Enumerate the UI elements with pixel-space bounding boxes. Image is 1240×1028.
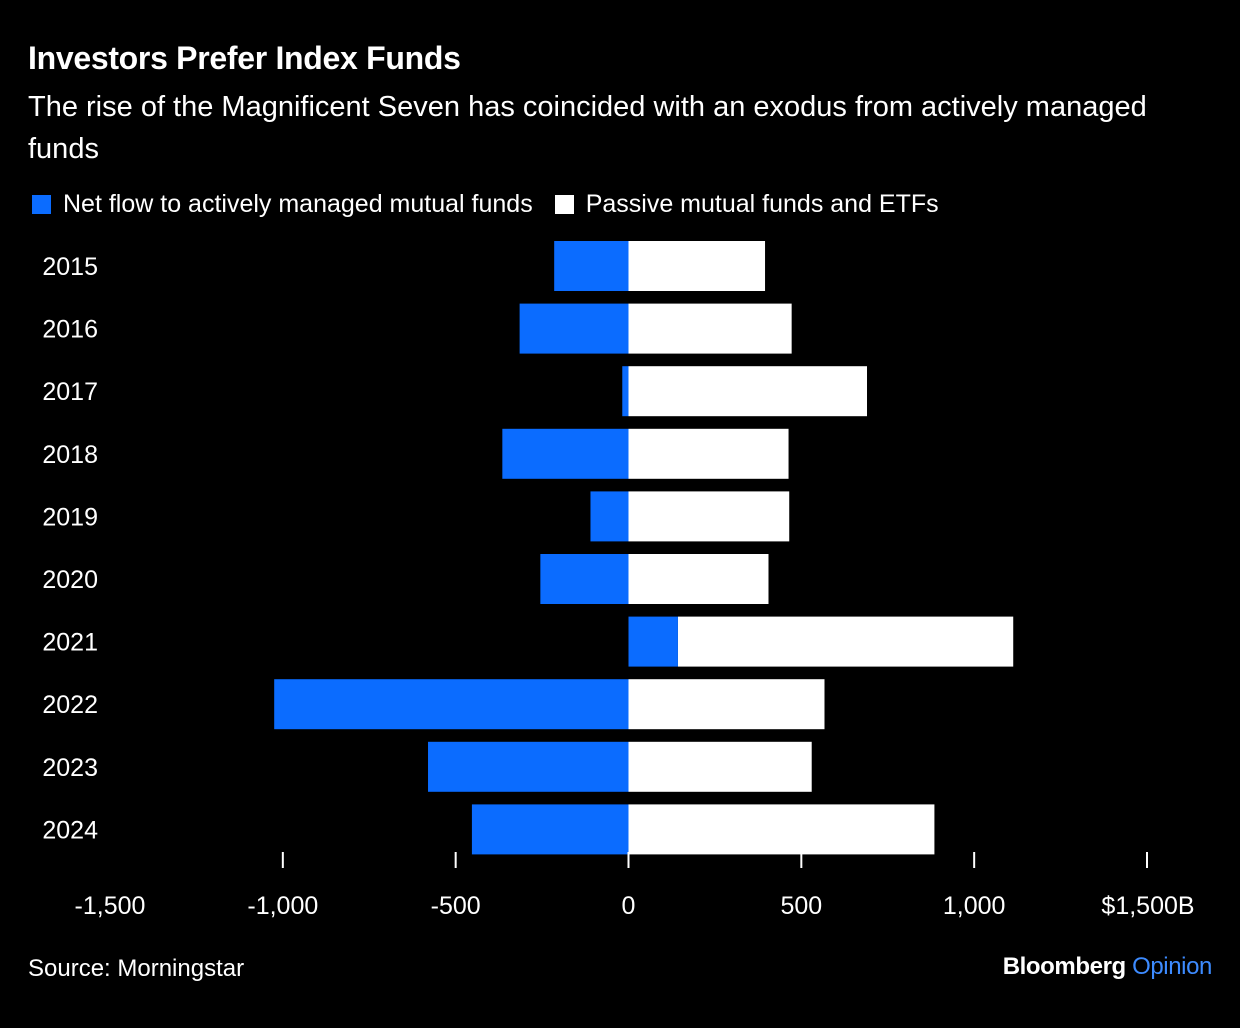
source-note: Source: Morningstar	[28, 955, 245, 982]
chart-title: Investors Prefer Index Funds	[28, 40, 461, 76]
bar-passive-2018	[628, 428, 789, 479]
category-label-2021: 2021	[42, 629, 98, 657]
bar-passive-2024	[628, 804, 935, 855]
legend: Net flow to actively managed mutual fund…	[32, 190, 961, 219]
bar-passive-2023	[628, 741, 812, 792]
x-tick-label-0: 0	[622, 892, 636, 920]
bar-active-2016	[519, 303, 629, 354]
legend-item-active: Net flow to actively managed mutual fund…	[32, 190, 533, 219]
legend-label-active: Net flow to actively managed mutual fund…	[63, 190, 533, 218]
x-tick-label-500: 500	[780, 892, 822, 920]
bar-active-2018	[502, 428, 629, 479]
bars-group	[274, 241, 1014, 855]
brand-name: Bloomberg	[1002, 953, 1126, 980]
legend-swatch-active	[32, 195, 51, 214]
bar-passive-2016	[628, 303, 792, 354]
bar-passive-2022	[628, 679, 825, 730]
bar-passive-2019	[628, 491, 790, 542]
x-tick-label-1500: $1,500B	[1101, 892, 1194, 920]
bar-active-2015	[554, 241, 629, 291]
legend-item-passive: Passive mutual funds and ETFs	[554, 190, 939, 219]
bar-active-2021	[628, 616, 678, 667]
bar-passive-2020	[628, 554, 769, 604]
category-label-2015: 2015	[42, 253, 98, 281]
x-axis-group: -1,500 -1,000 -500 0 500 1,000 $1,500B	[75, 852, 1195, 920]
bar-active-2024	[471, 804, 629, 855]
bar-passive-2017	[628, 366, 868, 417]
x-tick-label-1000: 1,000	[943, 892, 1006, 920]
legend-swatch-passive	[554, 195, 574, 214]
bar-active-2023	[428, 741, 629, 792]
x-tick-label--1500: -1,500	[75, 892, 146, 920]
chart-subtitle: The rise of the Magnificent Seven has co…	[28, 91, 1147, 165]
brand-logo: Bloomberg Opinion	[1002, 953, 1213, 981]
category-labels-group: 2015 2016 2017 2018 2019 2020 2021 2022 2023 2024	[42, 253, 98, 844]
category-label-2017: 2017	[42, 378, 98, 406]
bar-passive-2021	[677, 616, 1014, 667]
bar-active-2020	[540, 554, 629, 604]
category-label-2018: 2018	[42, 441, 98, 469]
category-label-2022: 2022	[42, 691, 98, 719]
bar-active-2022	[274, 679, 629, 730]
category-label-2016: 2016	[42, 316, 98, 344]
x-tick-label--1000: -1,000	[247, 892, 318, 920]
bar-passive-2015	[628, 241, 766, 291]
bar-active-2017	[622, 366, 629, 417]
brand-accent: Opinion	[1132, 953, 1212, 980]
bar-active-2019	[590, 491, 629, 542]
legend-label-passive: Passive mutual funds and ETFs	[585, 190, 939, 218]
category-label-2024: 2024	[42, 816, 98, 844]
category-label-2019: 2019	[42, 503, 98, 531]
x-tick-label--500: -500	[431, 892, 481, 920]
category-label-2020: 2020	[42, 566, 98, 594]
category-label-2023: 2023	[42, 754, 98, 782]
